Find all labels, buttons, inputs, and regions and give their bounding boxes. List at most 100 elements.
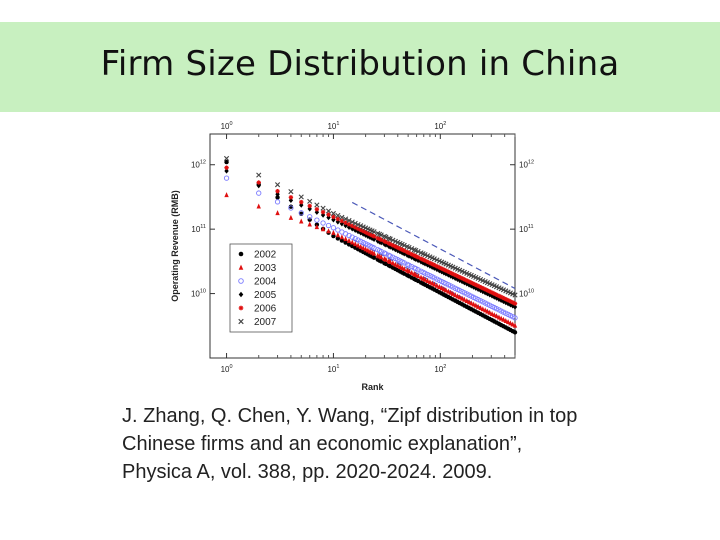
series-2006-point xyxy=(471,281,476,286)
series-2006-point xyxy=(492,291,497,296)
legend-label: 2002 xyxy=(254,250,277,261)
series-2003-point xyxy=(480,306,486,312)
series-2005-point xyxy=(383,242,389,248)
series-2006-point xyxy=(487,289,492,294)
series-2004-point xyxy=(298,210,304,216)
series-2006-point xyxy=(384,240,388,244)
series-2007-point xyxy=(439,259,445,265)
series-2007-point xyxy=(223,155,230,162)
series-2003-point xyxy=(510,321,515,327)
series-2007-point xyxy=(314,202,320,208)
x-tick-label: 101 xyxy=(327,364,339,374)
x-tick-label-top: 101 xyxy=(327,121,339,131)
citation: J. Zhang, Q. Chen, Y. Wang, “Zipf distri… xyxy=(122,402,702,486)
legend-label: 2005 xyxy=(254,290,277,301)
series-2006-point xyxy=(513,301,517,306)
series-2003-point xyxy=(457,294,462,300)
series-2007-point xyxy=(378,232,384,238)
series-2006-point xyxy=(508,299,513,304)
x-tick-label-top: 102 xyxy=(434,121,446,131)
series-2007-point xyxy=(500,287,507,293)
series-2004-point xyxy=(274,199,281,205)
series-2006-point xyxy=(432,263,437,268)
series-2007-point xyxy=(307,198,313,204)
series-2006-point xyxy=(444,268,448,273)
series-2003-point xyxy=(415,273,421,279)
series-2006-point xyxy=(419,256,423,261)
series-2007-point xyxy=(452,265,458,271)
series-2003-point xyxy=(363,246,368,252)
series-2007-point xyxy=(434,257,440,263)
series-2006-point xyxy=(473,282,478,287)
series-2005-point xyxy=(469,283,474,289)
series-2003-point xyxy=(335,232,341,238)
series-2006-point xyxy=(390,243,395,248)
series-2003-point xyxy=(432,281,437,287)
series-2007-point xyxy=(507,290,514,296)
series-2006-point xyxy=(435,264,439,269)
y-tick-label-right: 1011 xyxy=(519,224,534,234)
series-2006-point xyxy=(480,286,485,291)
series-2007-point xyxy=(429,255,435,261)
series-2003-point xyxy=(512,322,518,328)
slide-title: Firm Size Distribution in China xyxy=(100,44,620,84)
series-2007-point xyxy=(461,269,467,275)
series-2007-point xyxy=(498,286,504,292)
series-2003-point xyxy=(339,234,345,240)
series-2007-point xyxy=(371,229,377,235)
series-2003-point xyxy=(390,260,396,266)
series-2006-point xyxy=(377,236,382,241)
series-2007-point xyxy=(443,261,449,267)
series-2006-point xyxy=(490,290,494,295)
series-2006-point xyxy=(460,276,465,281)
series-2003-point xyxy=(307,221,312,227)
series-2004-point xyxy=(422,270,428,276)
series-2006-point xyxy=(339,219,344,223)
series-2006-point xyxy=(467,279,472,284)
series-2006-point xyxy=(506,298,511,303)
series-2007-point xyxy=(450,264,456,270)
series-2006-point xyxy=(503,297,508,302)
series-2004-point xyxy=(401,260,407,266)
series-2003-point xyxy=(358,243,363,249)
fit-line xyxy=(351,201,516,290)
series-2006-point xyxy=(402,248,407,253)
series-2006-point xyxy=(407,251,411,255)
series-2002-point xyxy=(335,236,341,241)
series-2007-point xyxy=(491,283,497,289)
series-2003-point xyxy=(505,319,511,325)
series-2004-point xyxy=(431,275,438,281)
series-2004-point xyxy=(307,214,313,220)
series-2007-point xyxy=(477,276,484,283)
series-2003-point xyxy=(501,316,506,322)
series-2006-point xyxy=(372,234,376,239)
series-2004-point xyxy=(390,254,396,260)
series-2007-point xyxy=(376,231,383,237)
series-2003-point xyxy=(475,303,481,309)
series-2007-point xyxy=(468,272,474,278)
series-2006-point xyxy=(469,280,474,285)
series-2007-point xyxy=(409,246,415,252)
series-2003-point xyxy=(402,266,407,272)
series-2006-point xyxy=(439,266,444,271)
series-2007-point xyxy=(375,230,381,236)
series-2003-point xyxy=(383,256,389,262)
series-2003-point xyxy=(395,262,400,268)
y-tick-label: 1012 xyxy=(191,160,206,170)
series-2003-point xyxy=(413,272,419,278)
series-2003-point xyxy=(320,226,326,232)
series-2006-point xyxy=(400,247,405,252)
legend-marker xyxy=(238,278,244,284)
series-2003-point xyxy=(371,250,377,256)
series-2003-point xyxy=(473,302,479,308)
series-2007-point xyxy=(493,284,500,290)
series-2007-point xyxy=(505,289,511,295)
series-2004-point xyxy=(358,238,364,244)
legend-marker xyxy=(238,264,244,270)
citation-line: Physica A, vol. 388, pp. 2020-2024. 2009… xyxy=(122,461,493,483)
series-2004-point xyxy=(352,235,358,242)
series-2004-point xyxy=(330,225,337,231)
series-2004-point xyxy=(383,251,389,257)
series-2003-point xyxy=(462,296,467,302)
series-2007-point xyxy=(363,225,369,231)
